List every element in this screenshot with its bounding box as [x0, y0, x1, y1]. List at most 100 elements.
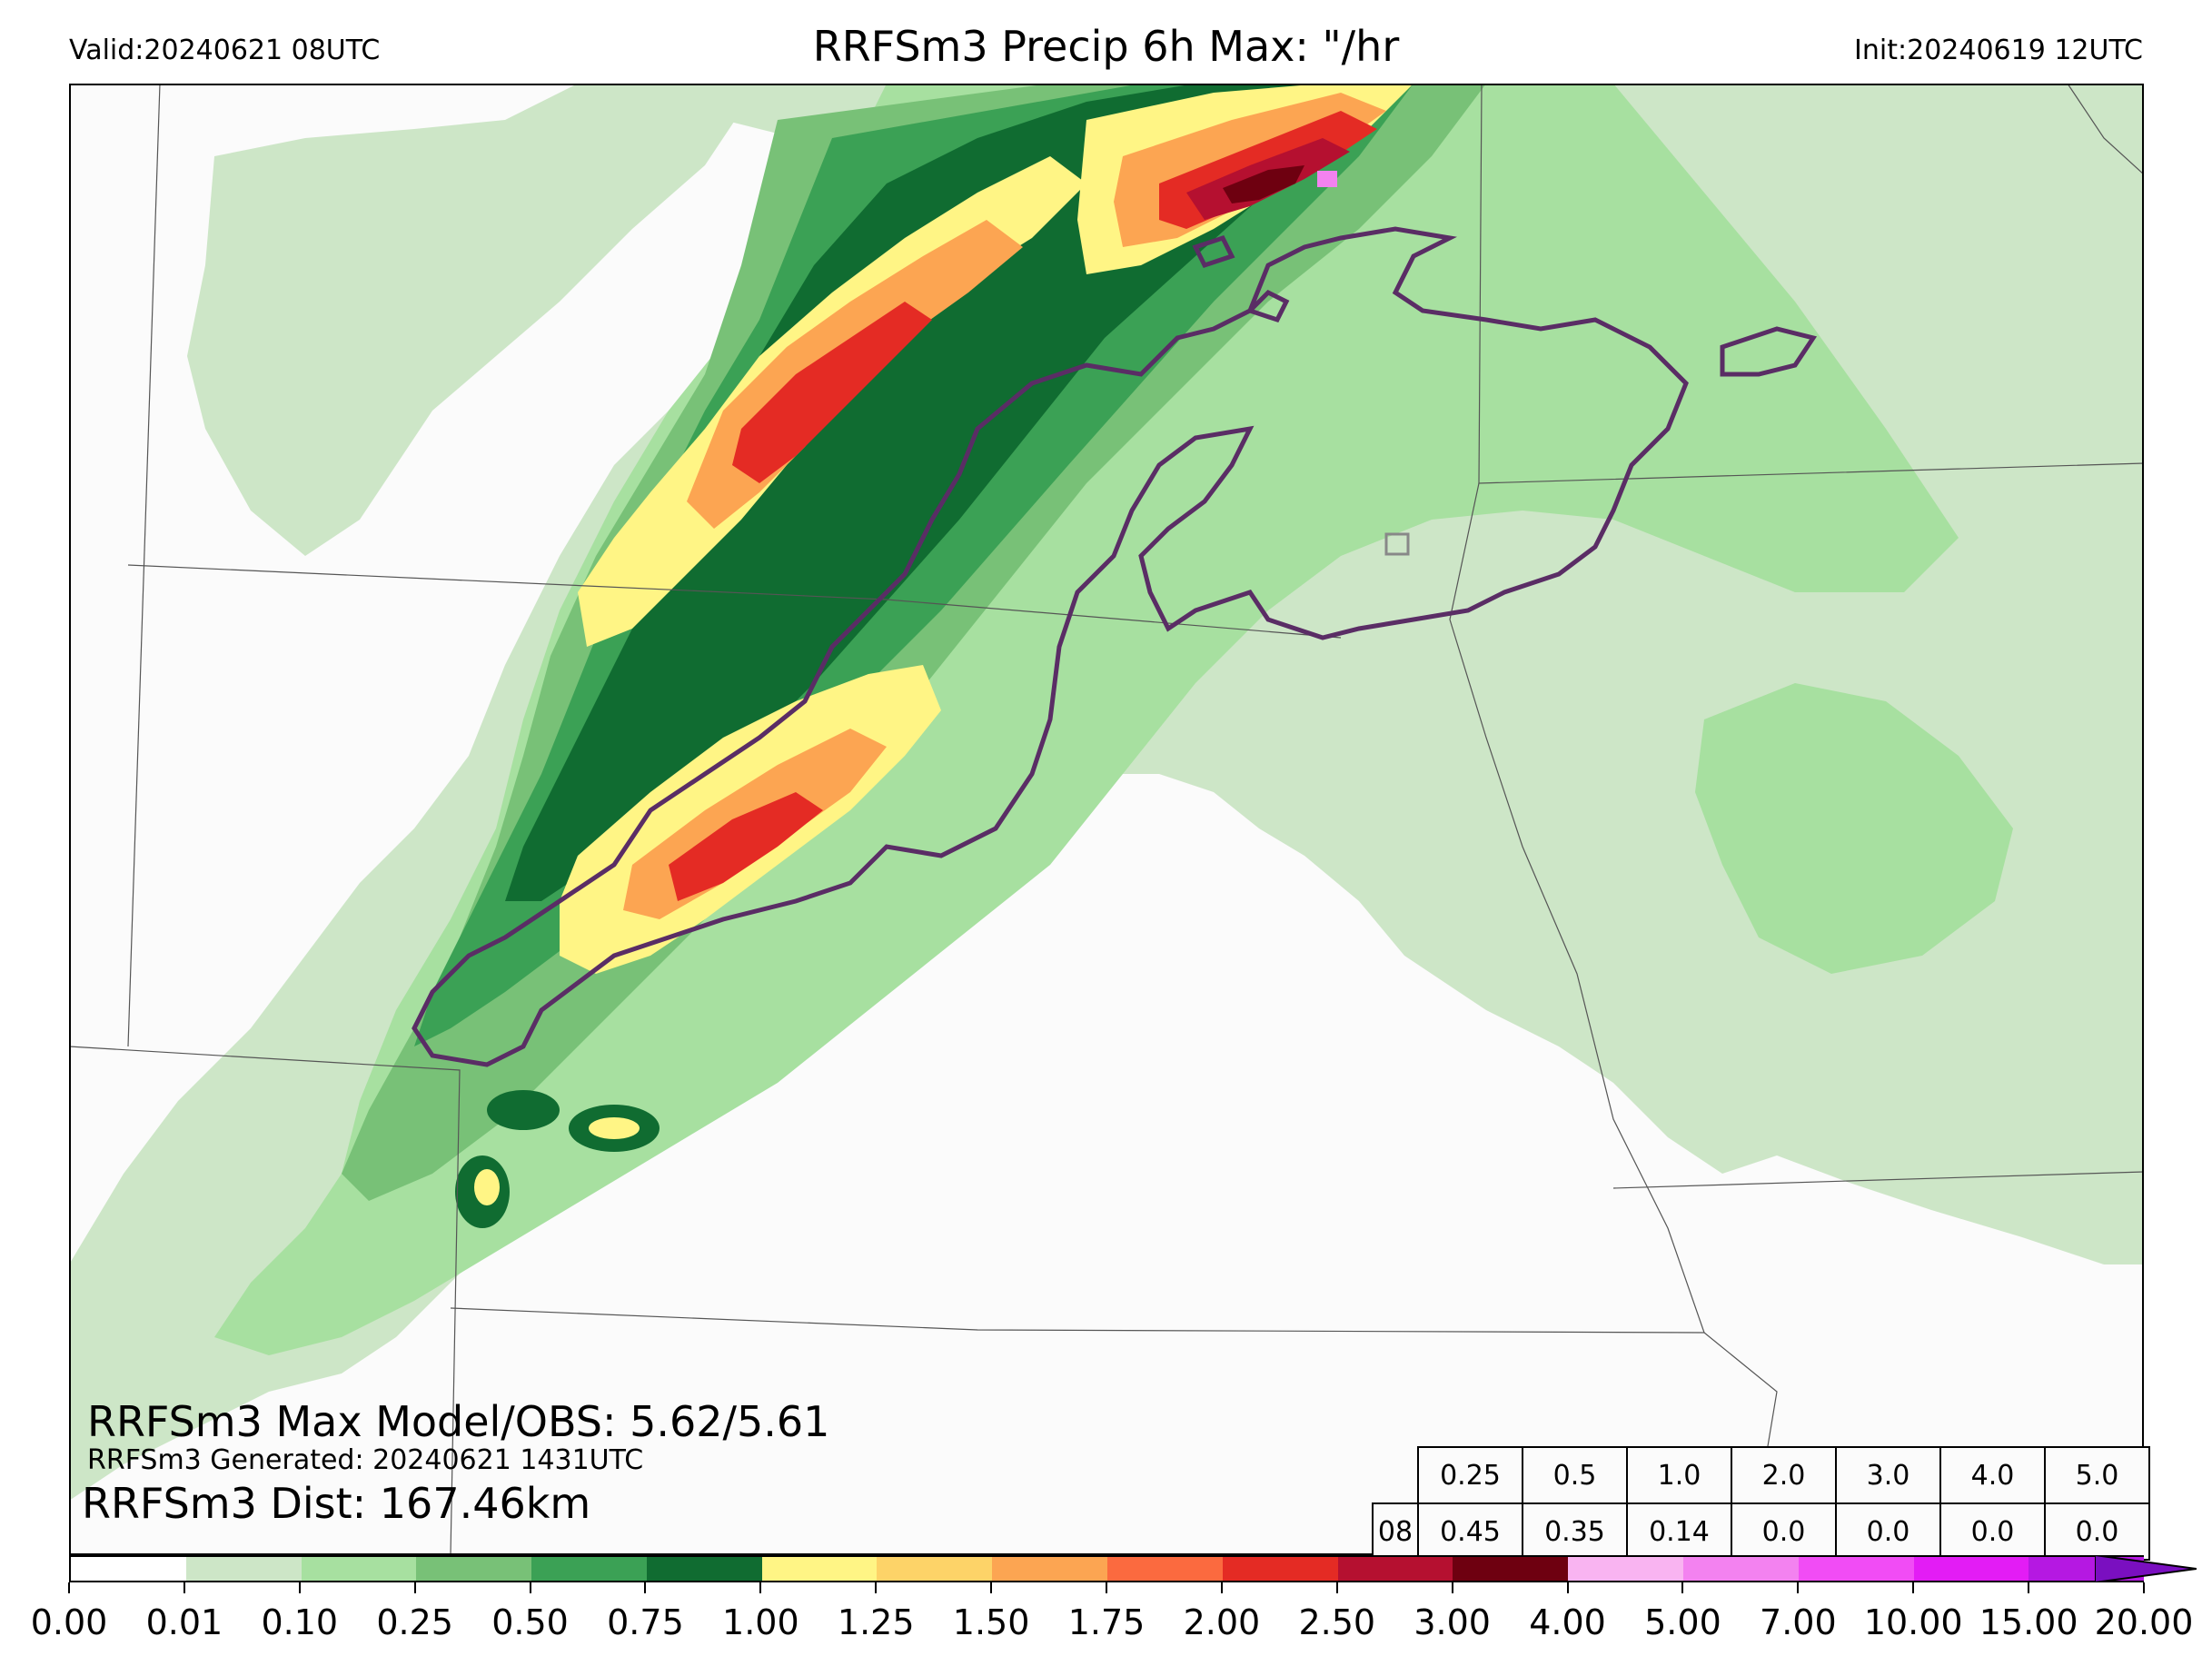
- threshold-header-row: 0.25 0.5 1.0 2.0 3.0 4.0 5.0: [1373, 1446, 2150, 1504]
- threshold-table: 0.25 0.5 1.0 2.0 3.0 4.0 5.0 08 0.45 0.3…: [1372, 1446, 2150, 1561]
- colorbar-tick: [875, 1582, 878, 1593]
- colorbar-tick-label: 7.00: [1760, 1602, 1837, 1642]
- colorbar-tick-label: 2.00: [1183, 1602, 1261, 1642]
- state-line-6: [1449, 482, 1778, 1502]
- colorbar-segment: [185, 1557, 302, 1581]
- threshold-cell: 3.0: [1835, 1446, 1941, 1504]
- colorbar-tick: [1106, 1582, 1107, 1593]
- obs-contour-island-2: [1245, 289, 1290, 323]
- colorbar-tick: [1912, 1582, 1915, 1593]
- colorbar-tick-label: 0.75: [607, 1602, 684, 1642]
- state-line-4: [450, 1307, 1705, 1334]
- colorbar-tick-label: 5.00: [1644, 1602, 1721, 1642]
- state-line-2: [127, 564, 1342, 639]
- colorbar-segment: [646, 1557, 762, 1581]
- colorbar-tick-label: 10.00: [1863, 1602, 1963, 1642]
- colorbar-tick: [759, 1582, 762, 1593]
- colorbar-segment: [1568, 1557, 1683, 1581]
- colorbar-tick-label: 4.00: [1529, 1602, 1606, 1642]
- colorbar-extend-triangle: [2095, 1555, 2197, 1582]
- obs-contour-main: [412, 226, 1689, 1067]
- obs-station-marker: [1384, 532, 1410, 556]
- colorbar-tick: [990, 1582, 993, 1593]
- fraction-cell: 0.45: [1417, 1502, 1523, 1561]
- colorbar-segment: [531, 1557, 647, 1581]
- precip-light-area-west: [187, 84, 759, 556]
- colorbar-ticks: 0.00 0.01 0.10 0.25 0.50 0.75 1.00 1.25 1.50 1.75…: [0, 1582, 2212, 1646]
- colorbar-tick-label: 0.00: [30, 1602, 108, 1642]
- precip-cell-sw-4: [589, 1117, 640, 1139]
- state-boundaries: [69, 84, 2144, 1555]
- state-line-8: [2067, 84, 2144, 175]
- fraction-cell: 0.0: [1835, 1502, 1941, 1561]
- threshold-value-row: 08 0.45 0.35 0.14 0.0 0.0 0.0 0.0: [1372, 1502, 2150, 1561]
- colorbar-tick: [644, 1582, 647, 1593]
- precip-field-svg: [69, 84, 2144, 1555]
- precip-darkgreen-area: [505, 84, 1359, 901]
- colorbar-segment: [1222, 1557, 1338, 1581]
- fraction-cell: 0.0: [2044, 1502, 2150, 1561]
- colorbar-tick-label: 2.50: [1298, 1602, 1376, 1642]
- init-time-label: Init:20240619 12UTC: [1854, 35, 2143, 66]
- threshold-cell: 1.0: [1626, 1446, 1732, 1504]
- colorbar-tick-label: 15.00: [1979, 1602, 2078, 1642]
- precip-map: [69, 84, 2144, 1555]
- precip-red-core-north: [732, 302, 932, 483]
- distance-label: RRFSm3 Dist: 167.46km: [82, 1479, 591, 1528]
- precip-red-core-south: [669, 792, 823, 901]
- colorbar-segment: [1913, 1557, 2029, 1581]
- colorbar-segment: [1107, 1557, 1223, 1581]
- colorbar-tick-label: 0.25: [376, 1602, 453, 1642]
- obs-contour-island-1: [1720, 326, 1818, 377]
- threshold-cell: 0.25: [1417, 1446, 1523, 1504]
- colorbar-tick: [1451, 1582, 1453, 1593]
- colorbar-tick-label: 1.25: [837, 1602, 915, 1642]
- fraction-cell: 0.35: [1522, 1502, 1628, 1561]
- colorbar: [69, 1555, 2145, 1582]
- colorbar-segment: [877, 1557, 993, 1581]
- state-line-7: [1612, 1171, 2144, 1189]
- threshold-corner-cell: [1373, 1447, 1418, 1503]
- colorbar-tick: [1220, 1582, 1223, 1593]
- threshold-cell: 0.5: [1522, 1446, 1628, 1504]
- precip-maroon-core: [1223, 165, 1304, 203]
- colorbar-tick-label: 1.50: [952, 1602, 1030, 1642]
- precip-pink-max-cell: [1317, 171, 1337, 187]
- obs-contour-island-3: [1192, 234, 1235, 269]
- fraction-cell: 0.14: [1626, 1502, 1732, 1561]
- colorbar-segment: [1453, 1557, 1569, 1581]
- colorbar-tick-label: 1.75: [1067, 1602, 1146, 1642]
- colorbar-tick: [1566, 1582, 1569, 1593]
- max-model-obs-label: RRFSm3 Max Model/OBS: 5.62/5.61: [87, 1397, 830, 1446]
- state-line-3: [69, 1046, 461, 1555]
- colorbar-tick: [1681, 1582, 1684, 1593]
- colorbar-tick: [413, 1582, 416, 1593]
- threshold-cell: 4.0: [1939, 1446, 2046, 1504]
- colorbar-tick: [1335, 1582, 1338, 1593]
- colorbar-tick: [1797, 1582, 1800, 1593]
- colorbar-segment: [1798, 1557, 1914, 1581]
- generated-time-label: RRFSm3 Generated: 20240621 1431UTC: [87, 1444, 644, 1476]
- colorbar-tick: [2143, 1582, 2145, 1593]
- colorbar-tick-label: 0.01: [145, 1602, 223, 1642]
- fraction-cell: 0.0: [1939, 1502, 2046, 1561]
- precip-cell-sw-1: [487, 1090, 560, 1130]
- colorbar-tick-label: 20.00: [2094, 1602, 2194, 1642]
- colorbar-tick-label: 3.00: [1413, 1602, 1491, 1642]
- precip-green1-area: [214, 84, 1959, 1355]
- colorbar-tick: [298, 1582, 301, 1593]
- colorbar-tick: [529, 1582, 531, 1593]
- colorbar-segment: [992, 1557, 1108, 1581]
- precip-cell-sw-5: [474, 1169, 500, 1205]
- colorbar-extend-arrow: [2095, 1555, 2197, 1582]
- colorbar-segment: [1337, 1557, 1453, 1581]
- colorbar-segment: [416, 1557, 532, 1581]
- threshold-cell: 2.0: [1731, 1446, 1837, 1504]
- fraction-cell: 0.0: [1731, 1502, 1837, 1561]
- precip-green1-east-blob: [1695, 683, 2013, 974]
- chart-title: RRFSm3 Precip 6h Max: "/hr: [812, 22, 1400, 71]
- threshold-cell: 5.0: [2044, 1446, 2150, 1504]
- colorbar-segment: [761, 1557, 878, 1581]
- colorbar-tick-label: 0.10: [261, 1602, 339, 1642]
- colorbar-tick: [2028, 1582, 2030, 1593]
